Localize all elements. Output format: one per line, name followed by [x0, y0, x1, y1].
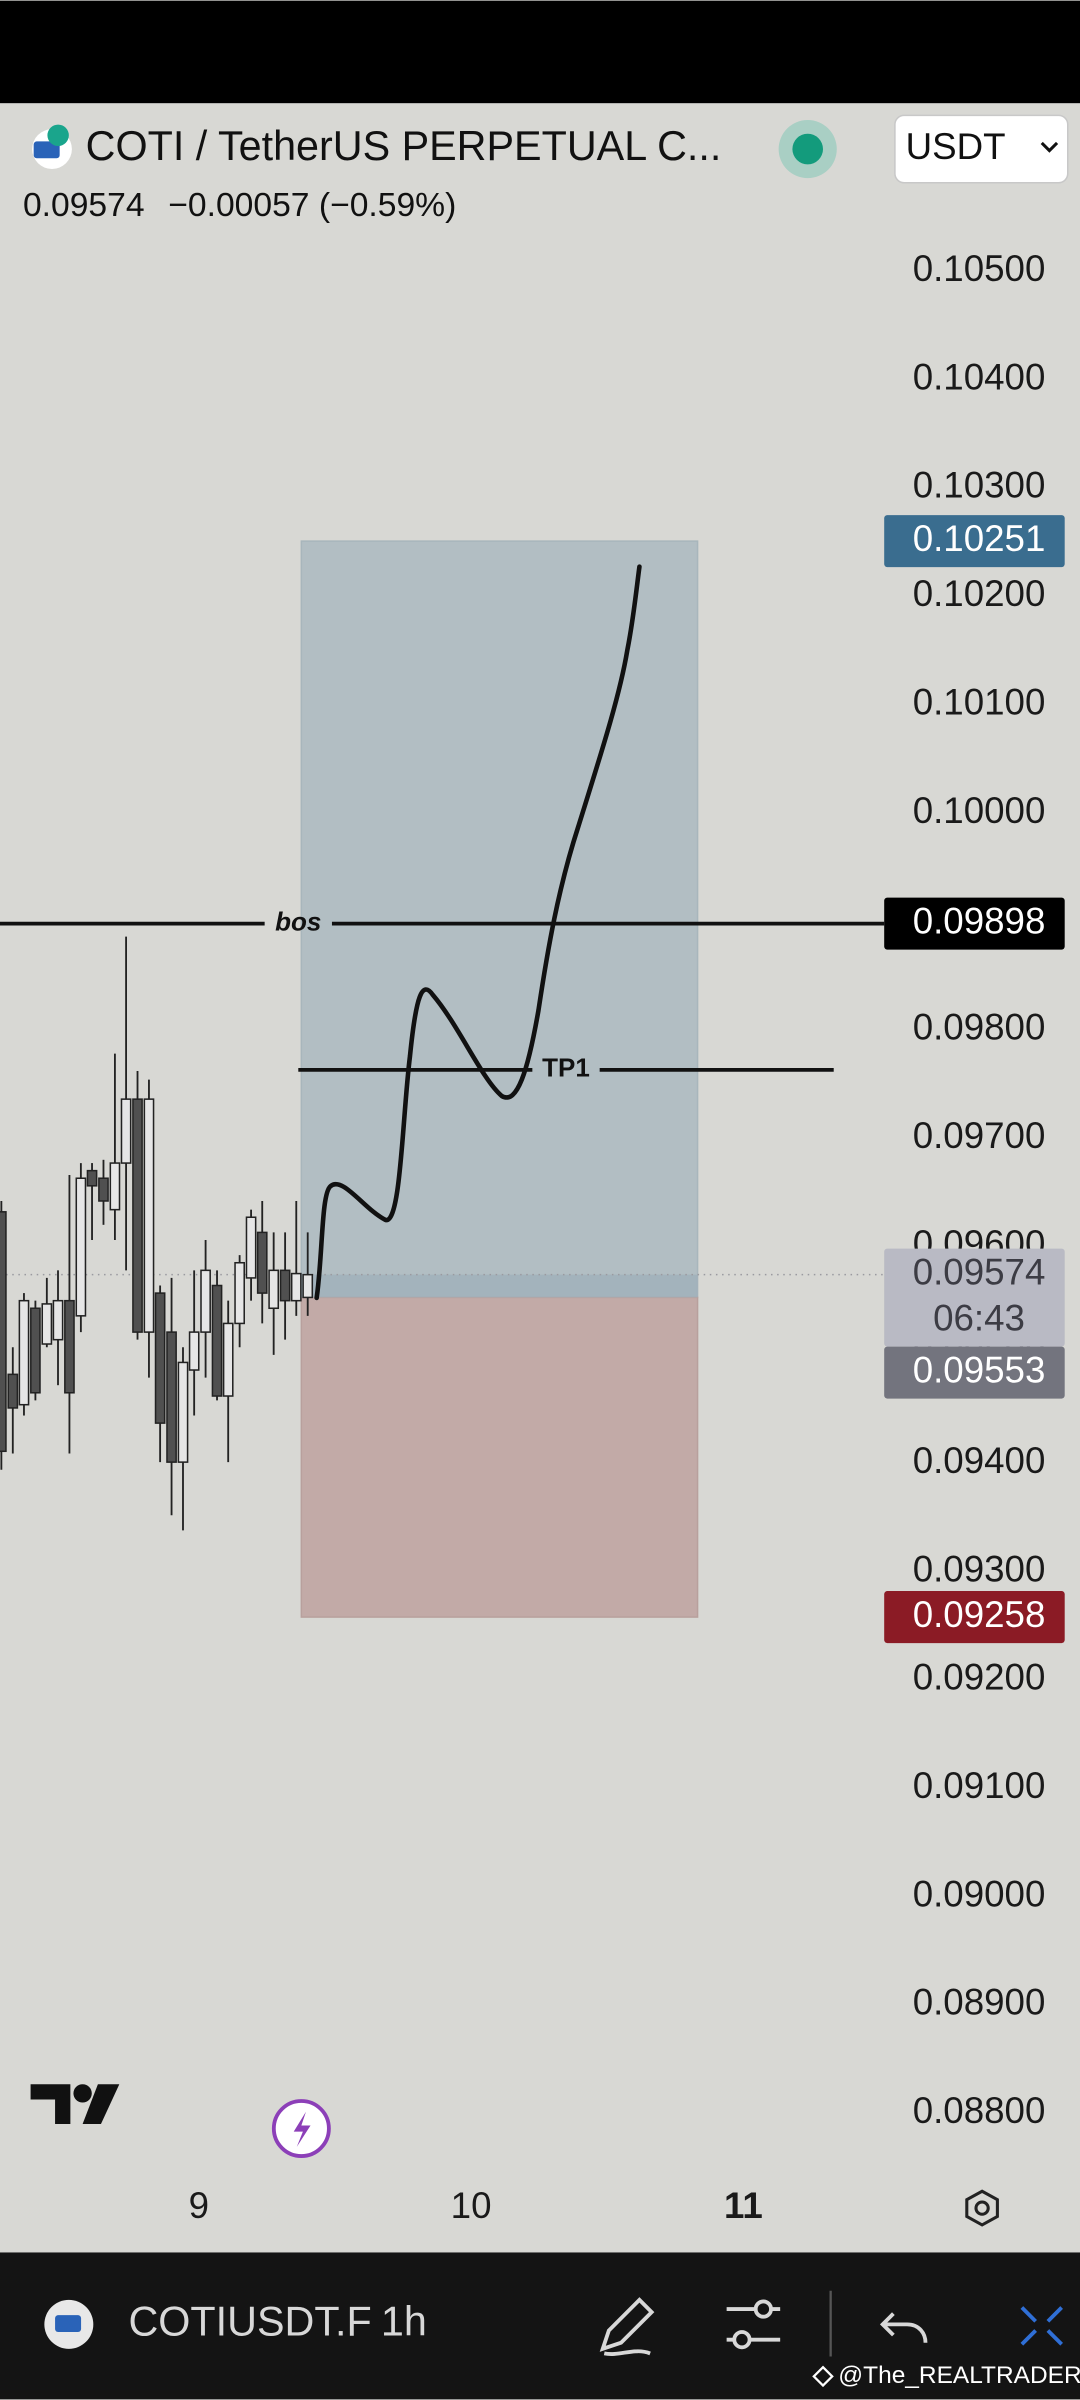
- toolbar-interval[interactable]: 1h: [381, 2298, 427, 2344]
- dropdown-chevron[interactable]: [1040, 141, 1059, 153]
- draw-tool-icon[interactable]: [599, 2297, 655, 2356]
- symbol-title: COTI / TetherUS PERPETUAL C...: [86, 123, 722, 169]
- candle-body: [290, 1272, 302, 1302]
- icon-knob[interactable]: [753, 2299, 773, 2319]
- candle-body: [30, 1307, 41, 1394]
- watermark: @The_REALTRADER: [838, 2362, 1080, 2389]
- profit-zone: [300, 540, 699, 1299]
- currency-dropdown[interactable]: [894, 114, 1069, 184]
- price-badge: [884, 1346, 1065, 1399]
- icon-knob[interactable]: [732, 2330, 752, 2350]
- x-tick-label: 9: [189, 2185, 209, 2226]
- y-tick-label: 0.09200: [913, 1657, 1046, 1698]
- price-badge-label: 0.09574: [913, 1251, 1046, 1292]
- candle-body: [98, 1177, 109, 1202]
- candle-body: [64, 1299, 75, 1394]
- settings-icon-center[interactable]: [974, 2200, 990, 2216]
- y-tick-label: 0.10400: [913, 356, 1046, 397]
- price-badge-label: 0.09553: [913, 1349, 1046, 1390]
- candle-body: [18, 1299, 30, 1406]
- candle-body: [268, 1269, 280, 1310]
- last-price: 0.09574: [23, 187, 145, 224]
- x-tick-label: 10: [451, 2185, 492, 2226]
- tradingview-logo: [30, 2084, 120, 2124]
- candle-body: [0, 1211, 7, 1453]
- y-tick-label: 0.09800: [913, 1006, 1046, 1047]
- y-tick-label: 0.09700: [913, 1115, 1046, 1156]
- drawn-projection: [314, 564, 642, 1301]
- level-label: bos: [275, 906, 321, 936]
- plot: 0.10500 0.10400 0.10300 0.10200 0.10100 0.100…: [0, 248, 1065, 2226]
- candle-body: [245, 1216, 257, 1279]
- y-tick-label: 0.10100: [913, 681, 1046, 722]
- symbol-icon: [32, 124, 72, 169]
- y-tick-label: 0.10000: [913, 790, 1046, 831]
- y-tick-label: 0.09400: [913, 1440, 1046, 1481]
- candle-body: [200, 1269, 211, 1333]
- candle-body: [234, 1261, 245, 1325]
- candle-body: [75, 1177, 87, 1317]
- candle-body: [41, 1303, 53, 1345]
- candle-body: [279, 1269, 291, 1302]
- candle-body: [109, 1162, 121, 1211]
- price-change: −0.00057 (−0.59%): [168, 187, 456, 224]
- toolbar-symbol-icon-part[interactable]: [55, 2315, 82, 2333]
- fullscreen-icon[interactable]: [1020, 2306, 1063, 2346]
- price-badge: [884, 515, 1065, 568]
- y-tick-label: 0.09000: [913, 1873, 1046, 1914]
- open-pnl-band: [301, 1274, 698, 1298]
- candle-body: [52, 1299, 64, 1341]
- logo-part: [73, 2084, 92, 2103]
- candle-body: [302, 1273, 314, 1299]
- status-bar: [0, 0, 1080, 104]
- currency-label[interactable]: USDT: [906, 126, 1006, 167]
- status-dot: [792, 133, 824, 165]
- lightning-icon[interactable]: [293, 2111, 311, 2147]
- y-tick-label: 0.08900: [913, 1982, 1046, 2023]
- watermark-icon: [812, 2365, 834, 2388]
- price-badge-label: 0.09898: [913, 900, 1046, 941]
- toolbar-symbol[interactable]: COTIUSDT.F: [128, 2298, 371, 2344]
- price-badge-label: 0.10251: [913, 518, 1046, 559]
- y-tick-label: 0.10300: [913, 465, 1046, 506]
- y-tick-label: 0.10500: [913, 248, 1046, 289]
- x-tick-label: 11: [724, 2185, 763, 2226]
- y-tick-label: 0.09100: [913, 1765, 1046, 1806]
- undo-icon[interactable]: [879, 2312, 928, 2343]
- candle-body: [177, 1361, 189, 1463]
- icon-part: [47, 124, 69, 147]
- candle-body: [132, 1098, 143, 1333]
- y-tick-label: 0.09300: [913, 1548, 1046, 1589]
- level-label: TP1: [542, 1053, 590, 1083]
- price-badge: [884, 897, 1065, 950]
- candle-body: [143, 1098, 155, 1333]
- candle-body: [188, 1331, 200, 1371]
- candle-body: [166, 1331, 177, 1463]
- settings-icon[interactable]: [965, 2189, 999, 2227]
- price-badge: [884, 1248, 1065, 1347]
- y-tick-label: 0.08800: [913, 2090, 1046, 2131]
- candle-body: [86, 1169, 98, 1187]
- logo-part: [30, 2084, 71, 2124]
- y-tick-label: 0.10200: [913, 573, 1046, 614]
- candle-body: [211, 1284, 223, 1397]
- lightning-button[interactable]: [271, 2099, 331, 2159]
- loss-zone: [300, 1296, 699, 1618]
- candle-body: [256, 1231, 268, 1294]
- candle-body: [154, 1292, 166, 1424]
- price-badge: [884, 1591, 1065, 1644]
- candle-body: [120, 1098, 132, 1164]
- candle-body: [222, 1322, 234, 1397]
- candle-body: [7, 1373, 19, 1409]
- price-badge-label: 0.09258: [913, 1594, 1046, 1635]
- logo-part: [82, 2084, 120, 2124]
- price-badge-countdown: 06:43: [933, 1297, 1025, 1338]
- icon-part: [33, 141, 60, 159]
- indicator-icon[interactable]: [726, 2299, 781, 2350]
